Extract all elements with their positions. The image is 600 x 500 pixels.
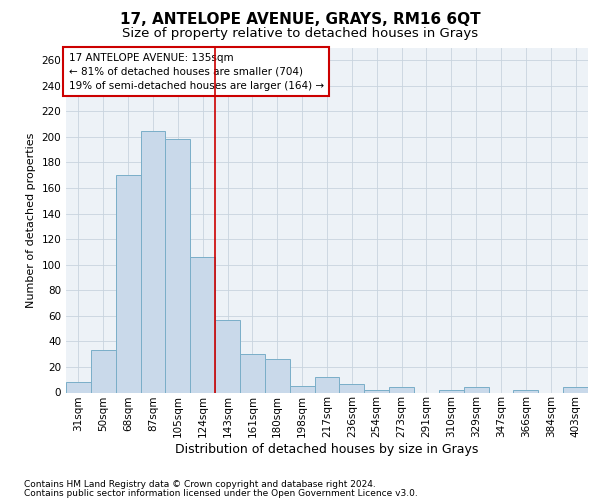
Bar [240,354,265,393]
Y-axis label: Number of detached properties: Number of detached properties [26,132,36,308]
Bar [290,386,314,392]
Bar [66,382,91,392]
Bar [190,257,215,392]
Bar [464,388,488,392]
Text: Contains public sector information licensed under the Open Government Licence v3: Contains public sector information licen… [24,488,418,498]
Bar [389,388,414,392]
Bar [166,140,190,392]
Bar [514,390,538,392]
Bar [364,390,389,392]
Text: Size of property relative to detached houses in Grays: Size of property relative to detached ho… [122,28,478,40]
Bar [563,388,588,392]
Bar [140,130,166,392]
Bar [340,384,364,392]
Bar [439,390,464,392]
Text: Contains HM Land Registry data © Crown copyright and database right 2024.: Contains HM Land Registry data © Crown c… [24,480,376,489]
Bar [265,360,290,392]
Bar [314,377,340,392]
Text: 17, ANTELOPE AVENUE, GRAYS, RM16 6QT: 17, ANTELOPE AVENUE, GRAYS, RM16 6QT [119,12,481,28]
Text: 17 ANTELOPE AVENUE: 135sqm
← 81% of detached houses are smaller (704)
19% of sem: 17 ANTELOPE AVENUE: 135sqm ← 81% of deta… [68,52,324,90]
Bar [91,350,116,393]
Bar [116,176,140,392]
Bar [215,320,240,392]
X-axis label: Distribution of detached houses by size in Grays: Distribution of detached houses by size … [175,443,479,456]
